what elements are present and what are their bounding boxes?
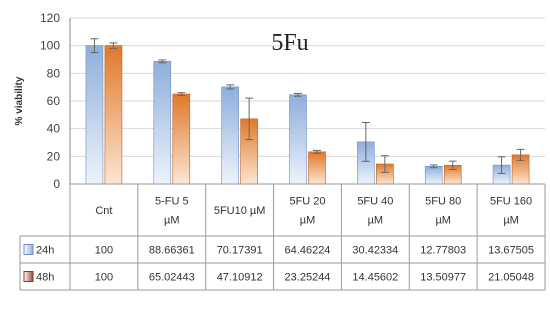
bar-48h-1 <box>172 93 191 185</box>
legend-label-24h: 24h <box>36 245 54 257</box>
y-tick-label: 80 <box>47 66 61 80</box>
table-cell-48h-0: 100 <box>95 272 113 284</box>
table-cell-24h-1: 88.66361 <box>149 245 195 257</box>
bar-24h-5 <box>424 166 443 185</box>
table-cell-24h-4: 30.42334 <box>352 245 398 257</box>
bar-24h-2 <box>221 86 239 185</box>
category-label: 5FU 40 <box>357 196 393 208</box>
bar-24h-1 <box>153 61 172 185</box>
chart-title: 5Fu <box>271 30 308 56</box>
category-label: 5FU10 µM <box>214 205 266 217</box>
table-cell-48h-1: 65.02443 <box>149 272 195 284</box>
bar-24h-0 <box>85 45 104 185</box>
y-tick-label: 60 <box>47 94 61 108</box>
category-label: 5FU 160 <box>490 196 532 208</box>
category-label: µM <box>164 215 180 227</box>
table-cell-24h-3: 64.46224 <box>285 245 331 257</box>
table-cell-24h-5: 12.77803 <box>420 245 466 257</box>
category-label: µM <box>435 215 451 227</box>
legend-label-48h: 48h <box>36 272 54 284</box>
category-label: 5FU 80 <box>425 196 461 208</box>
category-label: Cnt <box>95 205 112 217</box>
table-cell-24h-6: 13.67505 <box>488 245 534 257</box>
table-cell-48h-2: 47.10912 <box>217 272 263 284</box>
legend-swatch-48h <box>23 271 34 282</box>
category-label: µM <box>368 215 384 227</box>
bar-48h-3 <box>308 151 326 185</box>
table-cell-48h-3: 23.25244 <box>285 272 331 284</box>
table-cell-48h-6: 21.05048 <box>488 272 534 284</box>
y-tick-label: 120 <box>40 11 60 25</box>
bar-24h-3 <box>289 94 307 185</box>
table-cell-48h-5: 13.50977 <box>420 272 466 284</box>
y-tick-label: 40 <box>47 122 61 136</box>
table-cell-24h-2: 70.17391 <box>217 245 263 257</box>
y-axis-label: % viability <box>14 76 25 125</box>
y-tick-label: 0 <box>53 177 60 191</box>
category-label: µM <box>300 215 316 227</box>
category-label: 5-FU 5 <box>155 196 189 208</box>
category-label: 5FU 20 <box>289 196 325 208</box>
legend-swatch-24h <box>23 244 34 255</box>
table-cell-48h-4: 14.45602 <box>352 272 398 284</box>
category-label: µM <box>503 215 519 227</box>
bar-48h-0 <box>104 45 123 185</box>
table-cell-24h-0: 100 <box>95 245 113 257</box>
y-tick-label: 100 <box>40 39 60 53</box>
y-tick-label: 20 <box>47 149 61 163</box>
